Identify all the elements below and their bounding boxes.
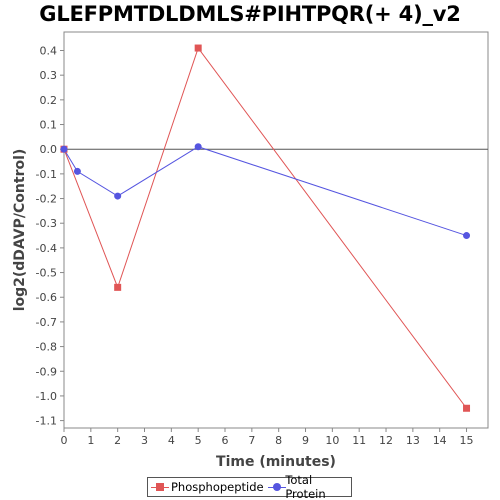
x-tick-label: 7 <box>248 434 255 447</box>
legend-item-total-protein: Total Protein <box>267 473 347 500</box>
data-point-square <box>114 283 122 291</box>
x-axis-ticks: 0 1 2 3 4 5 6 7 8 9 10 11 12 13 14 15 <box>61 428 474 447</box>
data-point-circle <box>60 145 68 153</box>
data-point-circle <box>114 192 122 200</box>
x-tick-label: 12 <box>379 434 393 447</box>
y-tick-label: 0.3 <box>40 69 58 82</box>
chart-title: GLEFPMTDLDMLS#PIHTPQR(+ 4)_v2 <box>39 2 461 26</box>
y-tick-label: -0.1 <box>36 168 57 181</box>
legend-label-phosphopeptide: Phosphopeptide <box>171 480 264 494</box>
y-tick-label: -1.0 <box>36 390 57 403</box>
data-point-square <box>463 404 471 412</box>
legend-label-total-protein: Total Protein <box>285 473 326 500</box>
x-tick-label: 5 <box>195 434 202 447</box>
square-marker-icon <box>151 481 169 493</box>
legend: Phosphopeptide Total Protein <box>147 473 352 500</box>
x-tick-label: 9 <box>302 434 309 447</box>
x-tick-label: 6 <box>222 434 229 447</box>
x-tick-label: 10 <box>325 434 339 447</box>
y-tick-label: -0.7 <box>36 316 57 329</box>
series-line-0 <box>63 46 467 409</box>
data-point-square <box>194 44 202 52</box>
y-tick-label: 0.2 <box>40 94 58 107</box>
y-tick-label: -0.6 <box>36 291 57 304</box>
legend-item-phosphopeptide: Phosphopeptide <box>151 480 264 494</box>
circle-marker-icon <box>267 481 286 493</box>
series-markers <box>60 44 471 412</box>
x-tick-label: 1 <box>87 434 94 447</box>
data-point-circle <box>194 143 202 151</box>
y-tick-label: -0.5 <box>36 267 57 280</box>
data-point-circle <box>463 232 471 240</box>
y-axis-ticks: 0.4 0.3 0.2 0.1 0.0 -0.1 -0.2 -0.3 -0.4 -0.5 -0.6 -… <box>36 45 64 428</box>
x-tick-label: 3 <box>141 434 148 447</box>
data-point-circle <box>73 167 81 175</box>
y-tick-label: -0.9 <box>36 365 57 378</box>
y-tick-label: -0.3 <box>36 217 57 230</box>
y-tick-label: -1.1 <box>36 415 57 428</box>
x-tick-label: 2 <box>114 434 121 447</box>
y-tick-label: 0.0 <box>40 143 58 156</box>
y-tick-label: -0.2 <box>36 193 57 206</box>
y-tick-label: 0.1 <box>40 119 58 132</box>
plot-area <box>63 31 489 429</box>
x-tick-label: 4 <box>168 434 175 447</box>
x-tick-label: 15 <box>460 434 474 447</box>
x-tick-label: 11 <box>352 434 366 447</box>
x-tick-label: 13 <box>406 434 420 447</box>
x-tick-label: 0 <box>61 434 68 447</box>
y-tick-label: -0.8 <box>36 341 57 354</box>
y-tick-label: 0.4 <box>40 45 58 58</box>
y-axis-label: log2(dDAVP/Control) <box>12 149 28 312</box>
x-axis-label: Time (minutes) <box>216 454 336 470</box>
x-tick-label: 8 <box>275 434 282 447</box>
y-tick-label: -0.4 <box>36 242 57 255</box>
x-tick-label: 14 <box>433 434 447 447</box>
